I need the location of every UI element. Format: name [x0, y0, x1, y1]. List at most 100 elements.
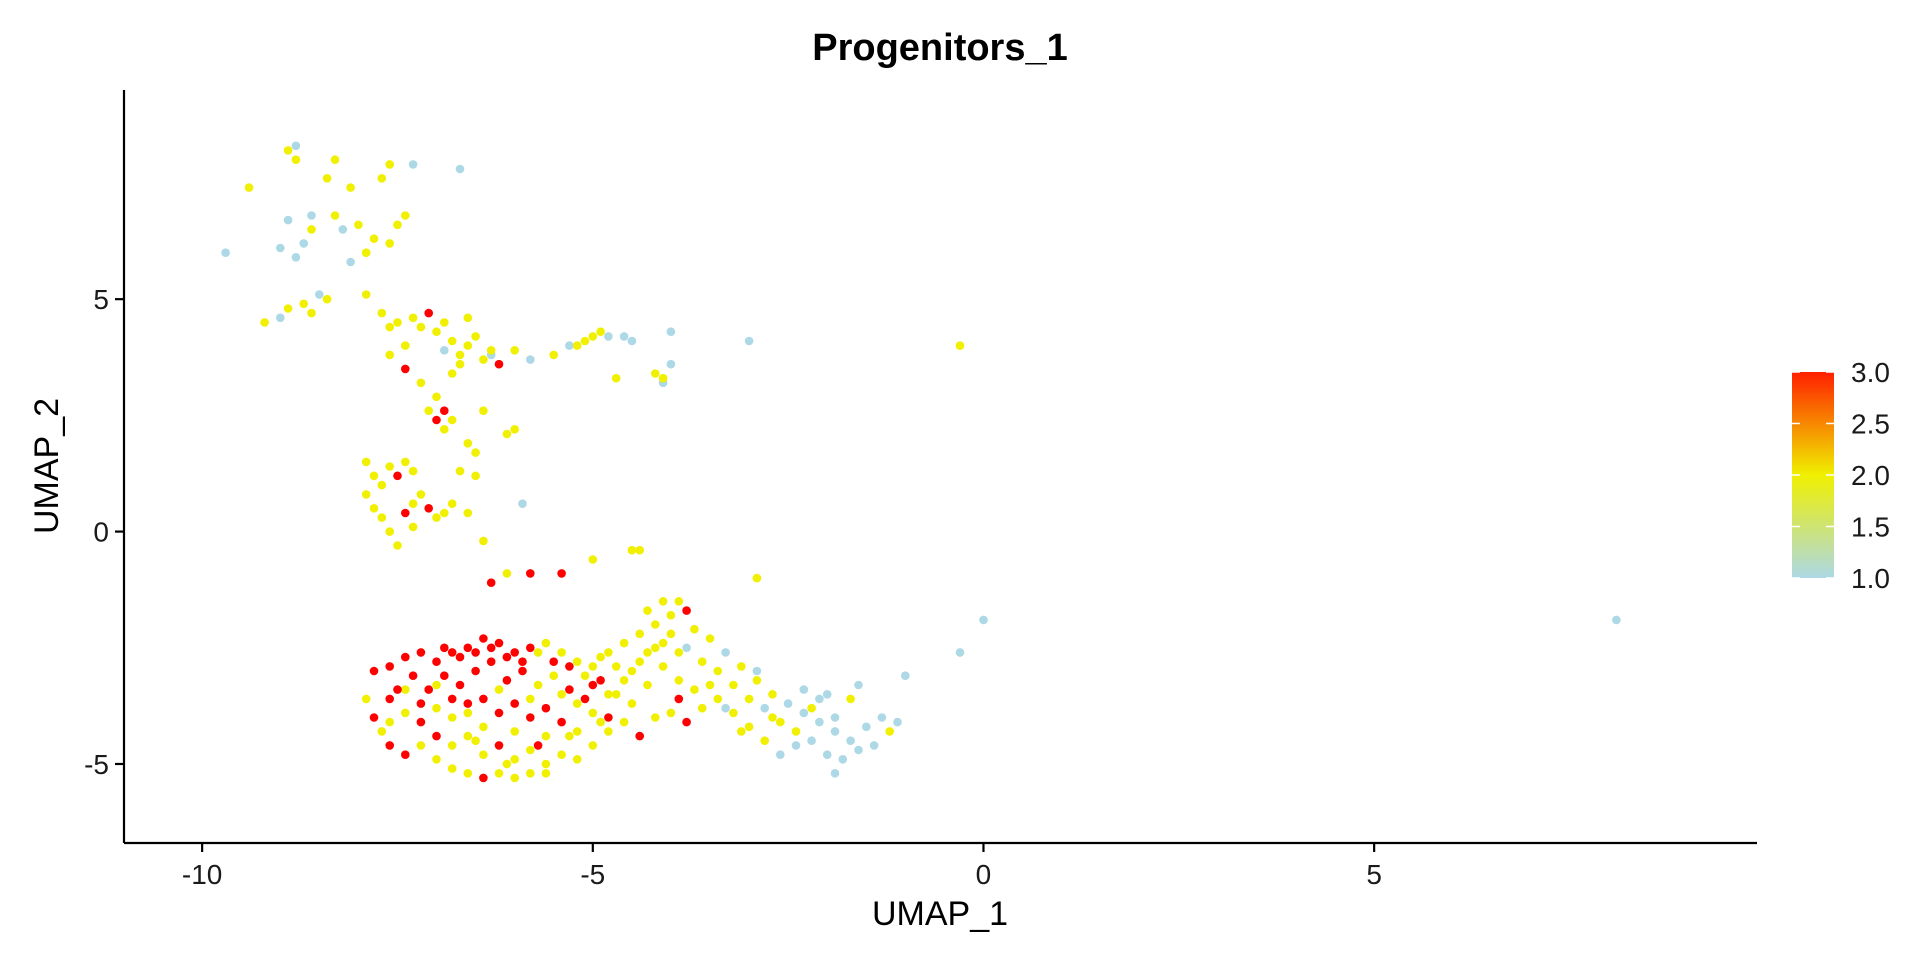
scatter-point — [440, 671, 449, 680]
scatter-point — [432, 415, 441, 425]
y-tick-label: 5 — [93, 284, 109, 315]
scatter-point — [666, 629, 676, 639]
scatter-point — [455, 359, 465, 369]
chart-title: Progenitors_1 — [812, 27, 1068, 69]
scatter-point — [526, 745, 535, 755]
scatter-point — [479, 634, 488, 643]
scatter-point — [393, 685, 402, 694]
scatter-point — [416, 741, 426, 750]
scatter-point — [541, 703, 551, 713]
scatter-point — [518, 666, 527, 676]
scatter-point — [401, 708, 410, 718]
scatter-point — [846, 694, 855, 704]
scatter-point — [776, 750, 785, 759]
scatter-point — [658, 597, 668, 606]
scatter-point — [604, 727, 613, 736]
scatter-point — [432, 755, 441, 764]
scatter-point — [627, 699, 637, 708]
scatter-point — [401, 685, 410, 694]
scatter-point — [979, 615, 988, 625]
scatter-point — [541, 638, 551, 648]
scatter-point — [447, 499, 457, 509]
scatter-point — [401, 457, 410, 467]
scatter-point — [479, 773, 488, 783]
scatter-point — [713, 666, 723, 676]
scatter-point — [705, 680, 715, 690]
scatter-point — [447, 648, 457, 657]
scatter-point — [1612, 615, 1621, 625]
scatter-point — [799, 708, 809, 718]
scatter-point — [533, 648, 543, 657]
scatter-point — [416, 717, 426, 727]
scatter-point — [846, 736, 855, 745]
scatter-point — [408, 466, 418, 476]
scatter-point — [799, 685, 809, 694]
scatter-point — [744, 722, 754, 732]
scatter-point — [643, 680, 652, 690]
scatter-point — [729, 680, 738, 690]
scatter-point — [627, 545, 637, 555]
scatter-point — [455, 680, 465, 690]
x-tick-label: -5 — [580, 859, 605, 890]
scatter-point — [854, 745, 863, 755]
scatter-point — [463, 731, 473, 741]
scatter-point — [666, 610, 676, 620]
scatter-point — [315, 290, 324, 299]
scatter-point — [830, 769, 840, 778]
scatter-point — [557, 717, 566, 727]
colorbar-tick-label: 1.5 — [1851, 512, 1890, 543]
scatter-point — [432, 327, 441, 337]
scatter-point — [768, 690, 777, 699]
scatter-point — [385, 239, 395, 248]
scatter-point — [830, 713, 840, 722]
scatter-point — [330, 211, 340, 220]
scatter-point — [705, 634, 715, 643]
scatter-point — [635, 731, 644, 741]
scatter-point — [299, 239, 309, 248]
scatter-point — [369, 666, 379, 676]
scatter-point — [619, 676, 629, 685]
scatter-point — [682, 717, 691, 727]
scatter-point — [377, 727, 387, 736]
colorbar-tick-label: 2.5 — [1851, 409, 1890, 440]
scatter-point — [651, 643, 660, 653]
scatter-point — [447, 369, 457, 378]
scatter-point — [276, 313, 285, 323]
scatter-point — [885, 727, 894, 736]
scatter-point — [401, 341, 410, 350]
colorbar-tick-label: 1.0 — [1851, 563, 1890, 594]
scatter-point — [385, 462, 395, 471]
scatter-point — [307, 211, 316, 220]
scatter-point — [604, 713, 613, 722]
scatter-point — [572, 727, 582, 736]
scatter-point — [533, 741, 543, 750]
scatter-point — [596, 652, 605, 662]
scatter-point — [408, 160, 418, 169]
scatter-point — [401, 750, 410, 759]
scatter-point — [385, 322, 395, 332]
scatter-point — [291, 155, 301, 164]
scatter-point — [502, 429, 512, 439]
scatter-point — [455, 652, 465, 662]
scatter-point — [682, 606, 691, 615]
scatter-point — [776, 717, 785, 727]
scatter-point — [471, 332, 480, 341]
scatter-point — [416, 378, 426, 388]
colorbar-tick-label: 2.0 — [1851, 460, 1890, 491]
scatter-point — [401, 508, 410, 518]
scatter-point — [565, 731, 574, 741]
scatter-point — [502, 676, 512, 685]
y-axis-ticks: -5 0 5 — [84, 284, 124, 780]
scatter-point — [822, 750, 832, 759]
scatter-point — [518, 657, 527, 666]
scatter-point — [283, 146, 293, 155]
scatter-point — [494, 708, 504, 718]
scatter-point — [447, 741, 457, 750]
scatter-point — [619, 332, 629, 341]
scatter-point — [455, 164, 465, 174]
x-tick-label: -10 — [182, 859, 222, 890]
scatter-point — [651, 369, 660, 378]
scatter-point — [479, 722, 488, 732]
scatter-point — [393, 220, 402, 230]
scatter-point — [721, 703, 730, 713]
